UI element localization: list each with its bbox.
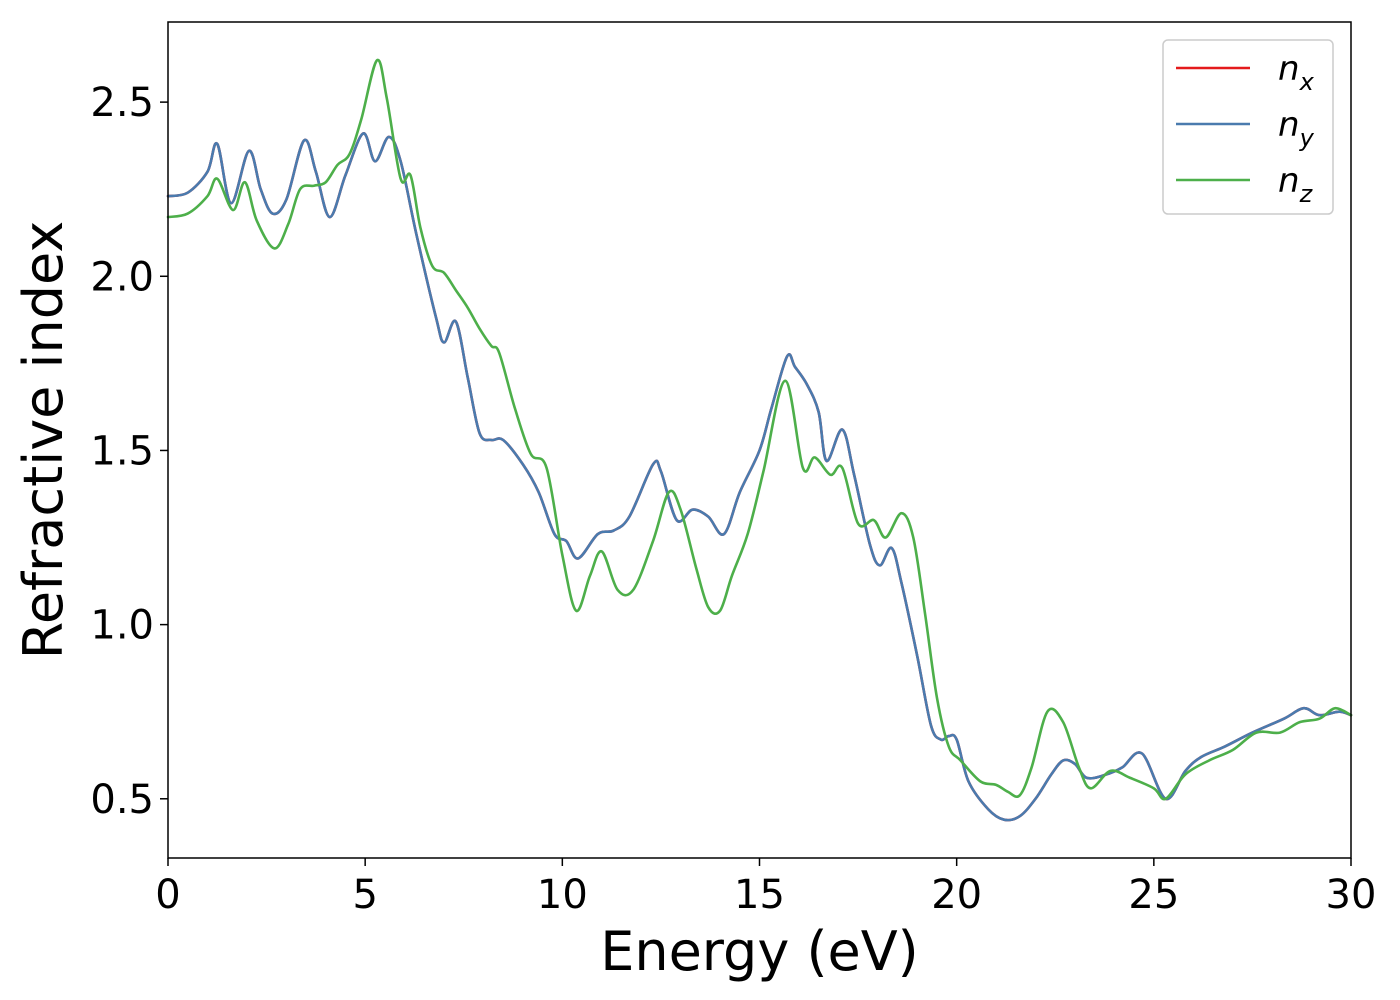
x-tick-label: 30	[1326, 872, 1377, 918]
y-tick-label: 2.0	[90, 254, 154, 300]
x-axis-ticks: 0 5 10 15 20 25 30	[155, 858, 1376, 918]
x-tick-label: 20	[931, 872, 982, 918]
x-tick-label: 5	[352, 872, 377, 918]
x-tick-label: 0	[155, 872, 180, 918]
legend-frame	[1162, 39, 1334, 215]
y-axis-ticks: 0.5 1.0 1.5 2.0 2.5	[90, 80, 168, 823]
series-line-nz	[166, 58, 1353, 801]
x-tick-label: 25	[1128, 872, 1179, 918]
x-tick-label: 10	[537, 872, 588, 918]
legend-label-nz: nz	[1278, 161, 1314, 208]
series-line-ny	[166, 132, 1353, 822]
x-axis-label: Energy (eV)	[600, 920, 919, 983]
legend-label-ny: ny	[1278, 105, 1315, 152]
series-layer	[166, 58, 1353, 822]
series-line-nx	[166, 132, 1353, 822]
x-tick-label: 15	[734, 872, 785, 918]
y-tick-label: 1.0	[90, 603, 154, 649]
y-axis-label: Refractive index	[12, 221, 75, 660]
y-tick-label: 0.5	[90, 777, 154, 823]
y-tick-label: 2.5	[90, 80, 154, 126]
y-tick-label: 1.5	[90, 428, 154, 474]
legend: nx ny nz	[1162, 39, 1334, 215]
legend-label-nx: nx	[1278, 49, 1315, 96]
